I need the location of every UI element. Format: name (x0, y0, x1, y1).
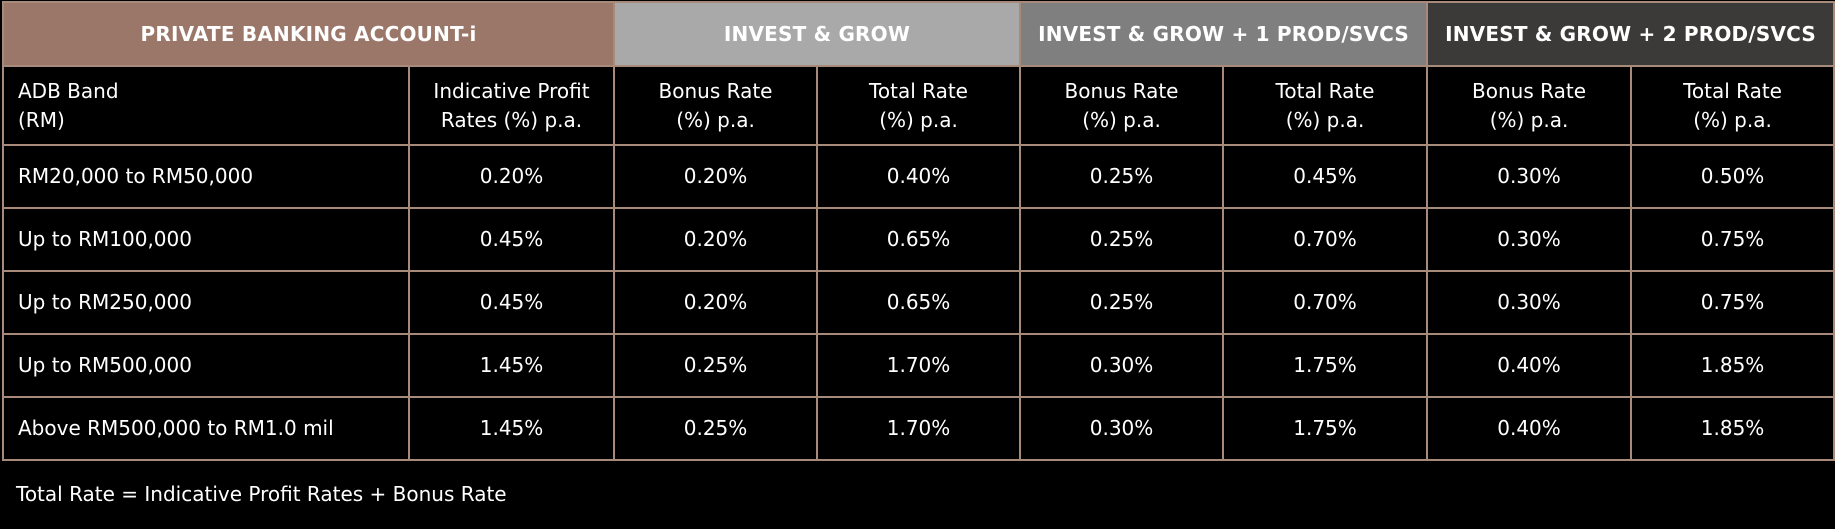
rate-cell: 0.30% (1426, 144, 1633, 209)
rate-cell: 1.75% (1222, 333, 1429, 398)
rate-cell: 0.25% (613, 396, 819, 461)
rate-cell: 0.30% (1426, 270, 1633, 335)
rate-cell: 0.25% (1019, 144, 1225, 209)
column-header-adb-band: ADB Band (RM) (2, 65, 410, 146)
rate-cell: 0.40% (1426, 333, 1633, 398)
group-header-private-banking: PRIVATE BANKING ACCOUNT-i (1, 1, 616, 67)
group-header-invest-grow: INVEST & GROW (613, 1, 1022, 67)
rate-cell: 1.45% (407, 396, 616, 461)
column-header-total-rate: Total Rate (%) p.a. (1222, 65, 1429, 146)
column-header-bonus-rate: Bonus Rate (%) p.a. (1019, 65, 1225, 146)
rate-cell: 0.50% (1630, 144, 1835, 209)
rate-cell: 0.20% (613, 207, 819, 272)
column-header-total-rate: Total Rate (%) p.a. (1630, 65, 1835, 146)
rate-cell: 0.70% (1222, 207, 1429, 272)
table-row: Up to RM100,000 0.45% 0.20% 0.65% 0.25% … (2, 207, 1835, 272)
rate-cell: 0.45% (407, 207, 616, 272)
group-header-row: PRIVATE BANKING ACCOUNT-i INVEST & GROW … (1, 1, 1835, 67)
table-row: RM20,000 to RM50,000 0.20% 0.20% 0.40% 0… (2, 144, 1835, 209)
rate-cell: 0.65% (816, 207, 1022, 272)
rate-cell: 0.75% (1630, 270, 1835, 335)
column-header-indicative-rate: Indicative Profit Rates (%) p.a. (407, 65, 616, 146)
footnote: Total Rate = Indicative Profit Rates + B… (16, 482, 507, 506)
group-header-invest-grow-2: INVEST & GROW + 2 PROD/SVCS (1426, 1, 1835, 67)
adb-band-cell: Up to RM250,000 (2, 270, 410, 335)
column-header-line: (%) p.a. (1489, 107, 1569, 132)
column-header-line: Total Rate (1683, 78, 1782, 103)
rate-cell: 0.45% (407, 270, 616, 335)
column-header-line: (RM) (18, 107, 65, 132)
column-header-line: (%) p.a. (1082, 107, 1161, 132)
profit-rates-table: PRIVATE BANKING ACCOUNT-i INVEST & GROW … (1, 1, 1835, 461)
rate-cell: 0.45% (1222, 144, 1429, 209)
rate-cell: 1.70% (816, 333, 1022, 398)
column-header-line: (%) p.a. (1693, 107, 1772, 132)
rate-cell: 0.65% (816, 270, 1022, 335)
column-header-line: Total Rate (1275, 78, 1375, 103)
column-header-line: Total Rate (869, 78, 968, 103)
rate-cell: 0.25% (1019, 270, 1225, 335)
table-row: Up to RM250,000 0.45% 0.20% 0.65% 0.25% … (2, 270, 1835, 335)
rate-cell: 0.40% (816, 144, 1022, 209)
column-header-line: (%) p.a. (1285, 107, 1365, 132)
column-header-line: ADB Band (18, 78, 119, 103)
column-header-line: (%) p.a. (879, 107, 958, 132)
adb-band-cell: RM20,000 to RM50,000 (2, 144, 410, 209)
column-header-line: Bonus Rate (1064, 78, 1179, 103)
column-header-bonus-rate: Bonus Rate (%) p.a. (613, 65, 819, 146)
column-header-line: Bonus Rate (1472, 78, 1586, 103)
rate-cell: 0.20% (613, 144, 819, 209)
rate-cell: 1.45% (407, 333, 616, 398)
rate-cell: 0.20% (613, 270, 819, 335)
adb-band-cell: Up to RM100,000 (2, 207, 410, 272)
column-header-row: ADB Band (RM) Indicative Profit Rates (%… (2, 65, 1835, 146)
rate-cell: 0.30% (1019, 396, 1225, 461)
column-header-bonus-rate: Bonus Rate (%) p.a. (1426, 65, 1633, 146)
table-row: Above RM500,000 to RM1.0 mil 1.45% 0.25%… (2, 396, 1835, 461)
rate-cell: 0.40% (1426, 396, 1633, 461)
rate-cell: 0.25% (613, 333, 819, 398)
adb-band-cell: Above RM500,000 to RM1.0 mil (2, 396, 410, 461)
column-header-line: (%) p.a. (676, 107, 755, 132)
rate-cell: 0.70% (1222, 270, 1429, 335)
column-header-line: Bonus Rate (658, 78, 773, 103)
column-header-total-rate: Total Rate (%) p.a. (816, 65, 1022, 146)
rate-cell: 1.70% (816, 396, 1022, 461)
rate-cell: 0.20% (407, 144, 616, 209)
column-header-line: Indicative Profit (433, 78, 590, 103)
column-header-line: Rates (%) p.a. (440, 107, 583, 132)
rate-cell: 1.85% (1630, 396, 1835, 461)
table-row: Up to RM500,000 1.45% 0.25% 1.70% 0.30% … (2, 333, 1835, 398)
group-header-invest-grow-1: INVEST & GROW + 1 PROD/SVCS (1019, 1, 1429, 67)
rate-cell: 1.85% (1630, 333, 1835, 398)
rate-cell: 0.25% (1019, 207, 1225, 272)
rate-cell: 0.75% (1630, 207, 1835, 272)
rate-cell: 0.30% (1426, 207, 1633, 272)
adb-band-cell: Up to RM500,000 (2, 333, 410, 398)
rate-cell: 1.75% (1222, 396, 1429, 461)
rate-cell: 0.30% (1019, 333, 1225, 398)
